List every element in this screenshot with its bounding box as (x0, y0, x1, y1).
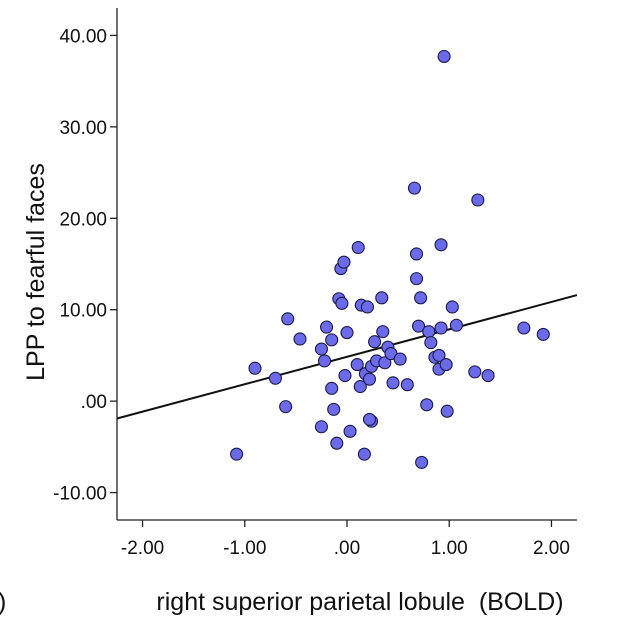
data-point (393, 352, 407, 366)
x-tick-label: 1.00 (431, 538, 468, 559)
data-point (517, 321, 531, 335)
clipped-edge-text: ) (0, 588, 6, 616)
data-point (415, 455, 429, 469)
data-point (325, 381, 339, 395)
data-point (317, 354, 332, 368)
data-point (424, 336, 438, 350)
y-tick-label: -10.00 (53, 484, 107, 505)
data-point (407, 181, 422, 195)
data-point (471, 193, 485, 207)
data-point (422, 325, 436, 339)
data-point (268, 371, 282, 385)
data-point (414, 291, 428, 305)
data-point (412, 319, 426, 333)
data-point (327, 402, 341, 416)
y-tick-label: 10.00 (59, 301, 107, 322)
data-point (230, 447, 244, 461)
data-point (434, 321, 448, 335)
y-tick-label: 20.00 (59, 209, 107, 230)
data-point (350, 358, 364, 372)
y-tick-label: .00 (81, 392, 107, 413)
axes (110, 8, 577, 527)
data-point (343, 424, 357, 438)
data-point (362, 372, 377, 386)
data-points (230, 49, 550, 469)
data-point (248, 361, 262, 375)
data-point (281, 312, 295, 326)
data-point (376, 325, 390, 339)
data-point (439, 358, 453, 372)
data-point (434, 238, 448, 252)
data-point (400, 378, 414, 392)
data-point (420, 398, 434, 412)
data-point (351, 240, 365, 255)
data-point (325, 333, 339, 347)
data-point (357, 447, 371, 461)
data-point (378, 356, 392, 370)
data-point (279, 400, 293, 414)
data-point (314, 420, 328, 434)
data-point (360, 300, 374, 314)
regression-line-group (116, 294, 578, 420)
y-tick-label: 40.00 (59, 26, 107, 47)
x-tick-label: 2.00 (533, 538, 570, 559)
data-point (368, 335, 382, 349)
y-tick-label: 30.00 (59, 118, 107, 139)
x-tick-label: -1.00 (223, 538, 266, 559)
data-point (409, 247, 424, 261)
data-point (353, 379, 367, 394)
data-point (409, 272, 424, 286)
data-point (481, 368, 495, 383)
data-point (449, 318, 463, 332)
data-point (437, 49, 451, 64)
data-point (314, 342, 328, 356)
data-point (338, 368, 352, 383)
data-point (375, 291, 389, 305)
data-point (335, 296, 349, 310)
x-tick-label: .00 (334, 538, 360, 559)
data-point (445, 300, 459, 314)
data-point (330, 436, 344, 450)
x-tick-label: -2.00 (121, 538, 164, 559)
data-point (340, 326, 354, 340)
data-point (337, 255, 351, 269)
data-point (440, 404, 454, 418)
data-point (468, 365, 482, 379)
regression-line (116, 294, 578, 420)
y-axis-title: LPP to fearful faces (22, 163, 50, 381)
data-point (320, 320, 334, 334)
data-point (362, 412, 377, 426)
data-point (386, 376, 400, 390)
data-point (536, 327, 550, 341)
x-axis-title: right superior parietal lobule (BOLD) (156, 588, 563, 616)
data-point (293, 332, 307, 346)
tick-labels: -10.00 .00 10.00 20.00 30.00 40.00 -2.00 -1.00.… (53, 26, 570, 559)
data-point (432, 348, 446, 362)
